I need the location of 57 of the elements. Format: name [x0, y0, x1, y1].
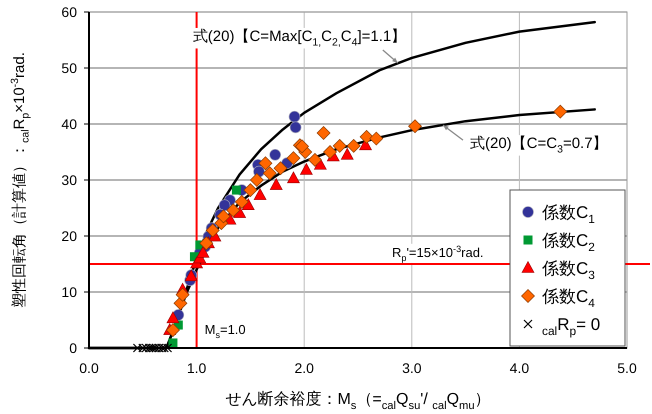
x-tick-label: 0.0 — [79, 360, 99, 376]
point — [254, 188, 266, 200]
point — [340, 148, 354, 160]
y-tick-label: 30 — [61, 172, 78, 188]
y-tick-label: 10 — [61, 284, 78, 300]
point — [290, 122, 302, 134]
point — [206, 224, 220, 238]
ref-line-label: M$_{s}$=1.0 — [204, 322, 246, 340]
legend-label: 係数C$_{3}$ — [541, 259, 596, 282]
legend-label: $_{cal}$R$_{p}$= 0 — [542, 315, 600, 338]
x-tick-label: 3.0 — [402, 360, 422, 376]
point — [332, 138, 347, 153]
x-tick-label: 4.0 — [510, 360, 530, 376]
point — [308, 152, 322, 167]
annotation: 式(20)【C=C$_{3}$=0.7】 — [470, 135, 608, 156]
point — [360, 130, 374, 144]
point — [232, 186, 241, 195]
point — [176, 288, 190, 302]
point — [288, 110, 300, 123]
point — [274, 161, 288, 176]
point — [323, 145, 337, 159]
point — [244, 183, 258, 197]
x-tick-label: 1.0 — [186, 360, 207, 376]
point — [270, 178, 283, 190]
point — [196, 246, 210, 258]
text: せん断余裕度：M$_{s}$（=$_{cal}$Q$_{su}$'/ $_{cal}$Q$_{mu}$） — [225, 391, 491, 412]
point — [166, 312, 180, 324]
point — [262, 166, 277, 180]
point — [269, 149, 281, 161]
point — [346, 138, 361, 153]
point — [199, 236, 214, 250]
point — [234, 194, 249, 209]
y-tick-label: 40 — [61, 116, 78, 132]
point — [258, 156, 272, 170]
legend-label: 係数C$_{4}$ — [541, 287, 596, 310]
x-tick-label: 2.0 — [294, 360, 314, 376]
legend-label: 係数C$_{1}$ — [541, 203, 596, 226]
point — [287, 172, 300, 184]
y-tick-label: 60 — [61, 4, 78, 20]
point — [226, 203, 240, 218]
annotation: 式(20)【C=Max[C$_{1,}$C$_{2,}$C$_{4}$]=1.1】 — [192, 28, 406, 48]
point — [300, 163, 313, 175]
point — [369, 132, 384, 146]
y-tick-label: 50 — [61, 60, 78, 76]
point — [166, 323, 180, 337]
point — [218, 199, 230, 211]
point — [250, 173, 264, 187]
point — [553, 104, 568, 119]
x-tick-label: 5.0 — [617, 360, 637, 376]
y-tick-label: 20 — [61, 228, 78, 244]
point — [286, 151, 300, 166]
y-tick-label: 0 — [69, 340, 78, 356]
ref-line-label: R$_{p}$'=15×10$^{-3}$rad. — [392, 244, 484, 263]
point — [408, 119, 422, 134]
legend-label: 係数C$_{2}$ — [541, 231, 596, 254]
point — [216, 210, 230, 224]
point — [316, 126, 330, 140]
